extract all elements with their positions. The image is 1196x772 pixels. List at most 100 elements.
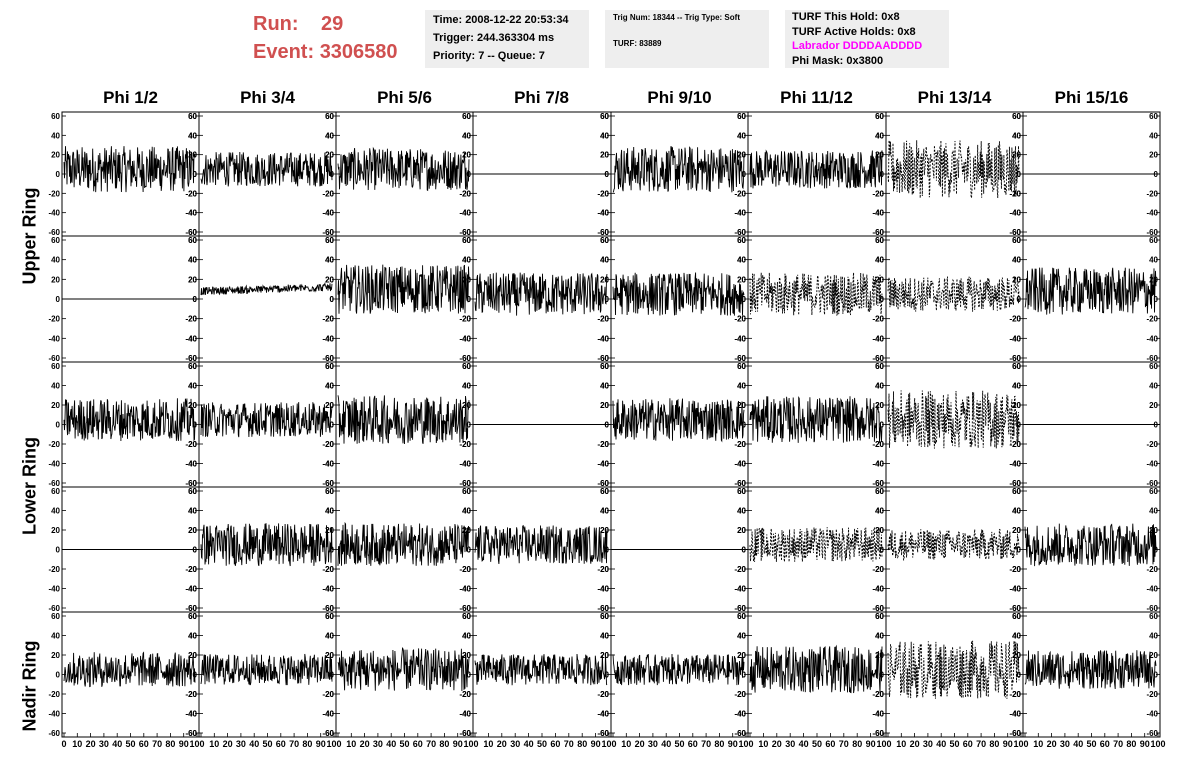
y-tick-label-left: -40 (872, 460, 884, 469)
y-tick-label-left: -20 (734, 315, 746, 324)
y-tick-label-left: 0 (1017, 421, 1022, 430)
x-tick-label: 10 (621, 739, 631, 749)
y-tick-label-right: 60 (325, 112, 334, 121)
x-tick-label: 90 (316, 739, 326, 749)
y-tick-label-left: 40 (51, 256, 60, 265)
y-tick-label-right: 0 (1017, 671, 1022, 680)
y-tick-label-right: 20 (1012, 401, 1021, 410)
y-tick-label-left: 60 (600, 612, 609, 621)
y-tick-label-left: 20 (1012, 151, 1021, 160)
y-tick-label-right: -40 (597, 334, 609, 343)
y-tick-label-right: -40 (1146, 460, 1158, 469)
x-tick-label: 10 (209, 739, 219, 749)
y-tick-label-right: -20 (734, 690, 746, 699)
x-tick-label: 10 (758, 739, 768, 749)
y-tick-label-right: 60 (600, 612, 609, 621)
y-tick-label-left: 60 (188, 487, 197, 496)
x-tick-label: 70 (152, 739, 162, 749)
y-tick-label-right: -60 (872, 729, 884, 738)
y-tick-label-right: 40 (188, 382, 197, 391)
y-tick-label-left: 60 (600, 362, 609, 371)
y-tick-label-right: 40 (462, 507, 471, 516)
x-tick-label: 20 (86, 739, 96, 749)
y-tick-label-right: 40 (1149, 507, 1158, 516)
y-tick-label-right: 20 (875, 275, 884, 284)
y-tick-label-left: 20 (1012, 651, 1021, 660)
y-tick-label-left: -20 (48, 565, 60, 574)
y-tick-label-left: -20 (185, 189, 197, 198)
x-tick-label: 50 (949, 739, 959, 749)
waveform-trace (337, 521, 470, 566)
y-tick-label-left: -20 (322, 315, 334, 324)
y-tick-label-left: 20 (188, 151, 197, 160)
y-tick-label-right: -40 (1146, 585, 1158, 594)
x-tick-label: 20 (910, 739, 920, 749)
y-tick-label-right: 20 (1149, 651, 1158, 660)
waveform-trace (887, 390, 1020, 449)
y-tick-label-left: 60 (1012, 112, 1021, 121)
y-tick-label-right: -20 (322, 440, 334, 449)
y-tick-label-right: 40 (737, 256, 746, 265)
y-tick-label-right: -40 (322, 710, 334, 719)
y-tick-label-right: 40 (1149, 632, 1158, 641)
y-tick-label-right: 0 (330, 546, 335, 555)
y-tick-label-left: -20 (48, 690, 60, 699)
y-tick-label-left: -40 (597, 710, 609, 719)
y-tick-label-right: -20 (1146, 565, 1158, 574)
x-tick-label: 50 (399, 739, 409, 749)
y-tick-label-left: -40 (872, 710, 884, 719)
y-tick-label-left: -40 (872, 585, 884, 594)
y-tick-label-right: -20 (1009, 440, 1021, 449)
y-tick-label-right: 60 (1149, 487, 1158, 496)
y-tick-label-left: 40 (1012, 382, 1021, 391)
y-tick-label-left: 60 (875, 236, 884, 245)
y-tick-label-left: 60 (325, 362, 334, 371)
x-tick-label: 20 (635, 739, 645, 749)
y-tick-label-left: -20 (734, 189, 746, 198)
y-tick-label-right: 20 (325, 151, 334, 160)
y-tick-label-left: 60 (51, 612, 60, 621)
x-tick-label: 10 (896, 739, 906, 749)
y-tick-label-left: -40 (459, 710, 471, 719)
y-tick-label-left: 60 (1012, 236, 1021, 245)
x-tick-label: 40 (524, 739, 534, 749)
x-tick-label: 80 (439, 739, 449, 749)
y-tick-label-right: -60 (1009, 228, 1021, 237)
y-tick-label-left: -20 (459, 440, 471, 449)
y-tick-label-right: 20 (600, 401, 609, 410)
y-tick-label-left: -60 (1009, 604, 1021, 613)
y-tick-label-left: -40 (48, 585, 60, 594)
y-tick-label-right: 60 (737, 362, 746, 371)
y-tick-label-right: 20 (600, 151, 609, 160)
y-tick-label-left: 0 (742, 170, 747, 179)
y-tick-label-left: -40 (185, 585, 197, 594)
y-tick-label-left: 20 (188, 275, 197, 284)
y-tick-label-right: 40 (462, 131, 471, 140)
y-tick-label-left: -60 (185, 729, 197, 738)
y-tick-label-left: -20 (322, 440, 334, 449)
y-tick-label-left: 0 (56, 170, 61, 179)
y-tick-label-left: -60 (597, 228, 609, 237)
y-tick-label-right: -60 (459, 228, 471, 237)
y-tick-label-left: -60 (48, 604, 60, 613)
y-tick-label-right: -60 (459, 354, 471, 363)
y-tick-label-right: -40 (734, 460, 746, 469)
y-tick-label-left: -40 (48, 334, 60, 343)
x-tick-label: 80 (302, 739, 312, 749)
y-tick-label-left: 60 (188, 112, 197, 121)
y-tick-label-left: -20 (734, 690, 746, 699)
y-tick-label-right: -60 (1009, 354, 1021, 363)
trigger-text: Trigger: 244.363304 ms (433, 32, 555, 44)
y-tick-label-left: -60 (322, 604, 334, 613)
waveform-trace (887, 528, 1020, 561)
y-tick-label-right: 60 (1012, 487, 1021, 496)
y-tick-label-right: 0 (1017, 546, 1022, 555)
panel-r2-c2: 60 60 40 40 20 20 0 0 -20 -20 -40 -40 -60 -60 (185, 235, 337, 363)
y-tick-label-left: -60 (185, 604, 197, 613)
y-tick-label-left: -40 (734, 585, 746, 594)
y-tick-label-left: -60 (872, 228, 884, 237)
y-tick-label-left: 40 (1012, 131, 1021, 140)
